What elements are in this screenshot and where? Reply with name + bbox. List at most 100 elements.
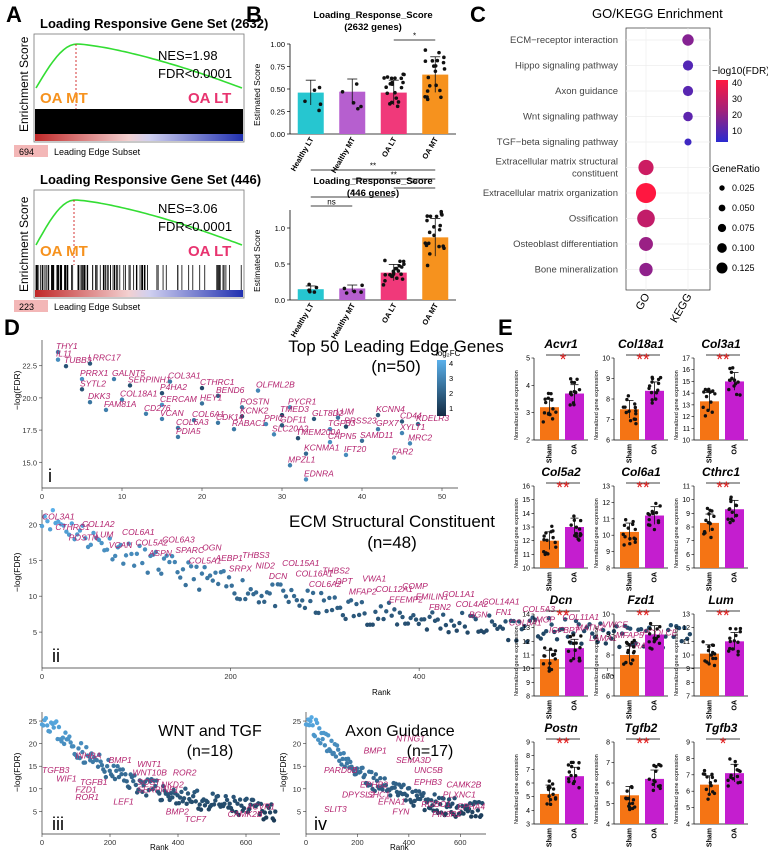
rank-point xyxy=(418,796,423,802)
data-point xyxy=(399,85,404,90)
rank-point xyxy=(106,757,111,763)
y-tick-label: 10 xyxy=(602,356,610,363)
rank-point xyxy=(422,807,427,813)
qpcr-group-label: Sham xyxy=(707,700,714,719)
gene-point xyxy=(159,390,165,396)
qpcr-point xyxy=(550,398,554,402)
rank-point xyxy=(344,761,350,766)
qpcr-point xyxy=(577,538,581,542)
rank-point xyxy=(230,808,235,814)
rank-point xyxy=(134,551,140,556)
qpcr-point xyxy=(656,381,661,386)
gene-point xyxy=(375,412,381,418)
qpcr-point xyxy=(654,636,659,641)
rank-point xyxy=(465,630,470,635)
gene-label: VCAN xyxy=(160,408,184,418)
qpcr-point xyxy=(652,527,657,532)
sig-label: ** xyxy=(411,180,417,189)
qpcr-point xyxy=(650,401,654,405)
gene-label: ROR1 xyxy=(75,792,99,802)
qpcr-point xyxy=(541,662,546,666)
data-point xyxy=(442,67,447,71)
rank-point xyxy=(668,623,674,628)
rank-point xyxy=(318,740,323,746)
qpcr-point xyxy=(650,509,654,514)
rank-point xyxy=(416,789,422,794)
qpcr-sig: ** xyxy=(556,478,570,497)
qpcr-point xyxy=(578,518,583,523)
rank-point xyxy=(263,815,269,820)
gene-label: COL8A1 xyxy=(509,617,542,627)
rank-point xyxy=(227,801,232,806)
gene-label: THY1 xyxy=(56,341,78,351)
legend-ratio-dot xyxy=(716,262,728,274)
rank-point xyxy=(319,590,324,596)
fc-legend-bar xyxy=(437,360,446,416)
qpcr-point xyxy=(633,540,637,544)
gene-label: XYLT1 xyxy=(399,422,426,432)
gsea-ylabel-2: Enrichment Score xyxy=(17,196,31,292)
qpcr-point xyxy=(551,535,555,540)
data-point xyxy=(423,241,428,245)
rank-point xyxy=(169,553,175,559)
qpcr-point xyxy=(545,538,549,542)
enrichment-dot xyxy=(682,60,694,71)
data-point xyxy=(384,85,388,89)
rank-point xyxy=(194,564,199,570)
qpcr-point xyxy=(553,657,558,661)
rank-point xyxy=(171,787,176,793)
qpcr-point xyxy=(704,394,709,399)
rank-point xyxy=(457,620,462,626)
rank-point xyxy=(370,622,375,627)
rank-point xyxy=(340,756,345,762)
gene-label: FRAS1 xyxy=(629,641,657,651)
qpcr-sig: ** xyxy=(716,478,730,497)
rank-point xyxy=(369,769,374,775)
scatter-wnt: 5 10 15 20 25 0 200 400 600 INHBA BMP1 WNT1 TGFB3 WNT… xyxy=(12,712,280,852)
edge-count-box-2 xyxy=(14,300,48,312)
rank-point xyxy=(191,577,196,582)
qpcr-point xyxy=(566,649,571,653)
y-tick-label: 6 xyxy=(606,694,610,701)
rank-point xyxy=(439,810,444,815)
data-point xyxy=(359,290,363,294)
rank-point xyxy=(60,735,66,740)
gene-label: SEMA3D xyxy=(396,755,431,765)
data-point xyxy=(431,64,436,68)
gene-label: UNC5B xyxy=(414,765,443,775)
rank-point xyxy=(546,615,552,621)
gene-label: THBS3 xyxy=(242,550,270,560)
rank-point xyxy=(243,596,248,602)
qpcr-point xyxy=(728,636,732,640)
y-tick-label: 5 xyxy=(33,628,37,637)
rank-point xyxy=(98,759,103,764)
qpcr-point xyxy=(703,772,707,776)
gene-point xyxy=(279,412,285,418)
rank-point xyxy=(329,738,334,744)
rank-point xyxy=(430,610,435,615)
sig-label: * xyxy=(413,32,416,41)
rank-point xyxy=(76,746,81,751)
rank-point xyxy=(600,627,606,633)
qpcr-point xyxy=(734,392,739,397)
rank-point xyxy=(476,800,482,805)
scatter-title: ECM Structural Constituent xyxy=(289,512,495,531)
panel-d-scatter: 15.017.520.022.50 10 20 30 40 50−log(FDR)iTop… xyxy=(12,337,702,852)
qpcr-point xyxy=(634,412,638,416)
data-point xyxy=(426,75,431,80)
rank-point xyxy=(464,803,469,808)
rank-point xyxy=(88,542,93,548)
qpcr-chart-fzd1: Fzd1** 6 7 8 9 10 Normalized gene expression Sh… xyxy=(594,593,668,719)
rank-point xyxy=(461,811,466,816)
y-tick-label: 0.50 xyxy=(270,85,285,94)
qpcr-point xyxy=(542,538,546,542)
rank-point xyxy=(84,744,89,750)
data-point xyxy=(437,227,442,232)
data-point xyxy=(312,88,317,92)
qpcr-point xyxy=(575,377,579,381)
data-point xyxy=(423,48,428,52)
rank-point xyxy=(237,596,243,602)
gene-point xyxy=(415,421,421,427)
rank-point xyxy=(96,537,102,543)
rank-point xyxy=(452,795,457,801)
